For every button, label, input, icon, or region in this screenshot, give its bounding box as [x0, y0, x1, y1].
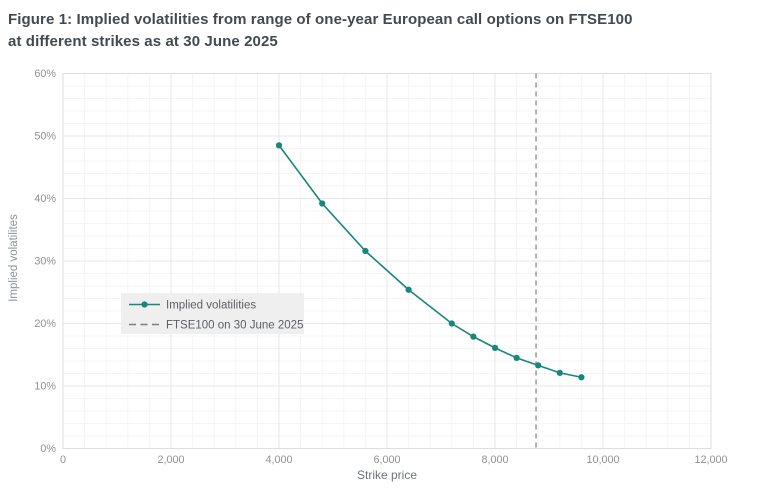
axis-layer: 0 2,000 4,000 6,000 8,000 10,000 12,000 0% 10% 20…: [34, 68, 727, 466]
legend-box: [121, 292, 304, 334]
legend-label-implied-volatilities: Implied volatilities: [166, 299, 256, 311]
x-tick-label: 8,000: [481, 454, 508, 466]
x-tick-label: 2,000: [157, 454, 184, 466]
data-point: [513, 354, 520, 361]
plot-border: [62, 72, 712, 449]
x-tick-label: 10,000: [586, 454, 619, 466]
implied-volatility-chart: 0 2,000 4,000 6,000 8,000 10,000 12,000 0% 10% 20…: [8, 68, 728, 482]
data-point: [470, 333, 477, 340]
data-point: [405, 286, 412, 293]
legend-label-ftse100: FTSE100 on 30 June 2025: [166, 319, 303, 331]
data-point: [275, 141, 283, 148]
plot-layer: [275, 73, 585, 448]
data-point: [578, 373, 585, 380]
data-point: [491, 344, 499, 351]
grid-layer: [62, 72, 712, 449]
y-tick-label: 20%: [34, 318, 56, 330]
figure-title: Figure 1: Implied volatilities from rang…: [0, 0, 758, 53]
y-axis-title: Implied volatilites: [8, 213, 20, 301]
legend-item-implied-volatilities: Implied volatilities: [129, 299, 256, 311]
x-axis-title: Strike price: [357, 468, 417, 482]
y-tick-label: 30%: [34, 255, 56, 267]
data-point: [535, 361, 542, 368]
y-tick-label: 40%: [34, 193, 56, 205]
data-point: [362, 247, 369, 254]
y-tick-label: 10%: [34, 380, 56, 392]
data-point: [319, 199, 326, 207]
figure-title-line1: Figure 1: Implied volatilities from rang…: [8, 11, 633, 28]
figure-title-line2: at different strikes as at 30 June 2025: [8, 32, 278, 50]
legend-item-ftse100: FTSE100 on 30 June 2025: [129, 319, 303, 331]
data-point: [448, 319, 455, 327]
x-tick-label: 6,000: [373, 454, 400, 466]
legend: Implied volatilities FTSE100 on 30 June …: [121, 292, 304, 334]
data-point: [556, 369, 563, 376]
y-tick-label: 50%: [34, 130, 56, 142]
x-tick-label: 4,000: [265, 454, 292, 466]
x-tick-label: 0: [60, 454, 66, 466]
y-tick-label: 0%: [40, 443, 56, 455]
x-tick-label: 12,000: [694, 454, 727, 466]
y-tick-label: 60%: [34, 68, 56, 80]
legend-marker-icon: [141, 300, 148, 308]
